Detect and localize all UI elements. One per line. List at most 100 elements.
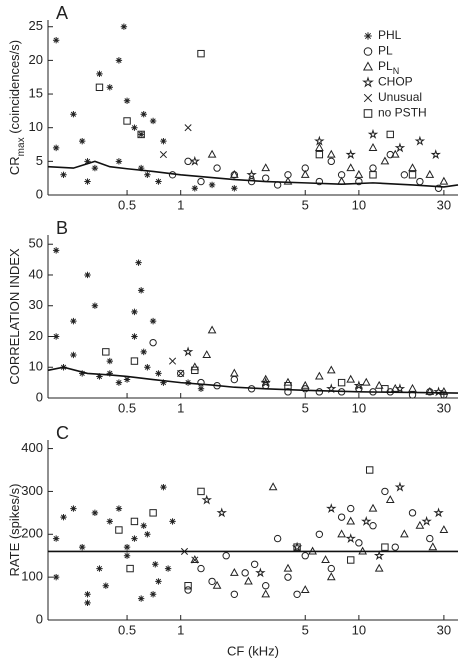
- legend-label: PL: [378, 44, 393, 58]
- marker: [52, 535, 60, 542]
- marker: [120, 23, 128, 30]
- marker: [84, 599, 91, 607]
- legend-label: PHL: [378, 28, 402, 42]
- legend-name: no PSTH: [378, 106, 427, 120]
- marker: [229, 169, 239, 178]
- marker: [284, 573, 292, 581]
- marker: [152, 561, 159, 568]
- marker: [70, 351, 77, 359]
- x-tick-label: 10: [352, 197, 366, 212]
- marker: [144, 531, 151, 538]
- x-tick-label: 30: [437, 622, 451, 637]
- marker: [95, 83, 104, 92]
- marker: [293, 543, 301, 551]
- marker: [364, 32, 372, 40]
- marker: [394, 383, 406, 394]
- marker: [362, 76, 374, 88]
- marker: [381, 543, 389, 551]
- marker: [201, 494, 212, 505]
- y-label-part: (coincidences/s): [7, 40, 22, 138]
- y-tick-label: 20: [29, 328, 43, 343]
- legend-name: PHL: [378, 28, 402, 42]
- marker: [327, 157, 335, 166]
- marker: [115, 158, 123, 165]
- marker: [250, 560, 259, 568]
- marker: [355, 539, 363, 547]
- marker: [399, 529, 409, 538]
- marker: [140, 348, 147, 356]
- marker: [408, 163, 417, 172]
- marker: [131, 308, 138, 316]
- marker: [426, 534, 434, 543]
- marker: [96, 565, 103, 572]
- marker: [241, 569, 249, 577]
- marker: [102, 582, 110, 589]
- marker: [434, 184, 443, 192]
- y-tick-label: 5: [36, 153, 43, 168]
- marker: [283, 563, 293, 572]
- marker: [408, 509, 417, 517]
- marker: [380, 156, 390, 165]
- marker: [354, 169, 364, 178]
- marker: [363, 47, 373, 56]
- marker: [102, 348, 110, 356]
- marker: [137, 131, 145, 138]
- marker: [315, 177, 324, 186]
- marker: [216, 507, 227, 518]
- x-tick-label: 30: [437, 400, 451, 415]
- y-tick-label: 20: [29, 52, 43, 67]
- marker: [283, 377, 293, 386]
- marker: [425, 386, 435, 395]
- marker: [229, 368, 239, 377]
- marker: [131, 535, 138, 542]
- y-axis-label: CRmax (coincidences/s): [7, 40, 27, 175]
- marker: [84, 271, 91, 279]
- marker: [149, 591, 157, 598]
- legend-label: CHOP: [378, 75, 413, 89]
- marker: [346, 163, 356, 172]
- marker: [244, 576, 253, 585]
- marker: [164, 565, 172, 572]
- marker: [400, 171, 409, 179]
- y-tick-label: 10: [29, 119, 43, 134]
- marker: [301, 385, 309, 393]
- marker: [135, 259, 142, 266]
- marker: [115, 526, 123, 534]
- marker: [184, 124, 192, 132]
- y-tick-label: 40: [29, 266, 43, 281]
- marker: [123, 376, 131, 383]
- marker: [301, 552, 309, 560]
- marker: [408, 171, 417, 179]
- marker: [373, 550, 385, 561]
- marker: [208, 577, 216, 586]
- marker: [131, 124, 138, 131]
- marker: [197, 378, 205, 387]
- marker: [137, 130, 145, 139]
- marker: [115, 57, 123, 64]
- panel-label: C: [56, 423, 69, 443]
- marker: [321, 555, 330, 564]
- marker: [346, 374, 356, 383]
- marker: [326, 383, 337, 394]
- marker: [184, 157, 192, 166]
- trend-line: [47, 366, 459, 394]
- x-tick-label: 10: [352, 622, 366, 637]
- marker: [197, 49, 205, 58]
- marker: [391, 543, 399, 551]
- marker: [160, 379, 167, 386]
- marker: [293, 590, 301, 598]
- marker: [230, 590, 239, 598]
- marker: [213, 164, 221, 172]
- marker: [91, 302, 99, 309]
- y-axis-label: CORRELATION INDEX: [7, 248, 22, 385]
- marker: [137, 164, 145, 172]
- legend-name: PL: [378, 44, 393, 58]
- marker: [337, 378, 346, 387]
- marker: [106, 370, 113, 377]
- marker: [159, 151, 167, 159]
- marker: [415, 520, 425, 529]
- marker: [131, 333, 138, 340]
- marker: [176, 369, 185, 378]
- marker: [130, 357, 139, 365]
- marker: [326, 149, 336, 158]
